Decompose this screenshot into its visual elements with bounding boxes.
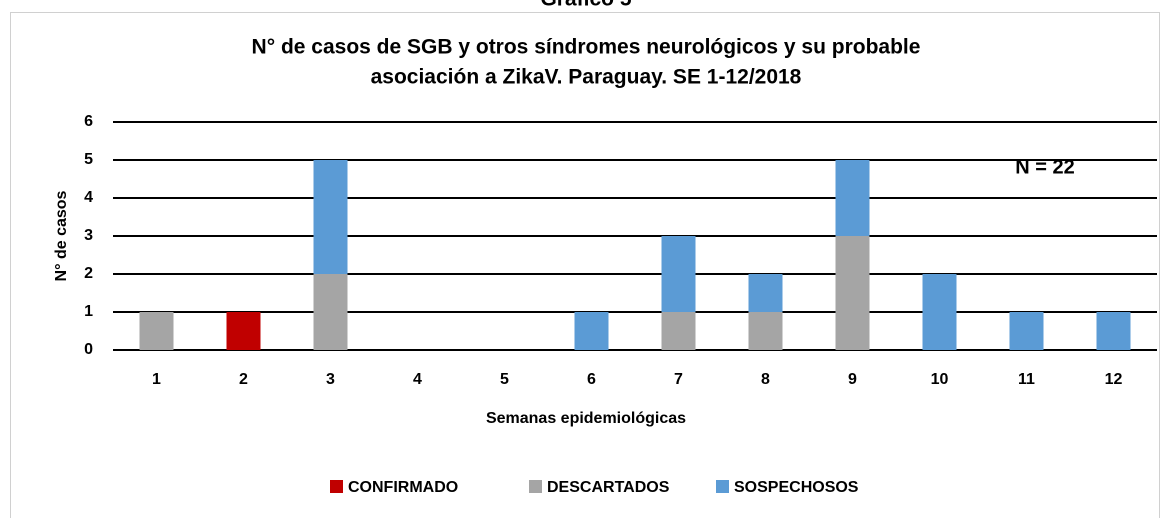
x-axis-label: Semanas epidemiológicas <box>486 410 686 427</box>
legend-label: SOSPECHOSOS <box>734 479 859 496</box>
x-tick-label: 3 <box>326 371 335 388</box>
y-tick-label: 1 <box>84 303 93 320</box>
chart-frame <box>10 12 1160 518</box>
x-tick-label: 7 <box>674 371 683 388</box>
x-tick-label: 8 <box>761 371 770 388</box>
legend-label: CONFIRMADO <box>348 479 458 496</box>
x-tick-label: 2 <box>239 371 248 388</box>
x-tick-label: 12 <box>1105 371 1123 388</box>
chart-title: asociación a ZikaV. Paraguay. SE 1-12/20… <box>371 66 802 89</box>
y-tick-label: 6 <box>84 113 93 130</box>
bar-segment <box>1009 312 1044 350</box>
x-tick-label: 5 <box>500 371 509 388</box>
legend-swatch <box>716 480 729 493</box>
bar-segment <box>748 274 783 312</box>
y-tick-label: 0 <box>84 341 93 358</box>
x-tick-label: 1 <box>152 371 161 388</box>
bar-segment <box>313 160 348 274</box>
x-tick-label: 4 <box>413 371 422 388</box>
bar-segment <box>139 312 174 350</box>
bar-segment <box>313 274 348 350</box>
x-tick-label: 9 <box>848 371 857 388</box>
bar-segment <box>574 312 609 350</box>
annotation: N = 22 <box>1015 156 1074 178</box>
y-tick-label: 2 <box>84 265 93 282</box>
legend-swatch <box>330 480 343 493</box>
x-tick-label: 6 <box>587 371 596 388</box>
x-tick-label: 11 <box>1018 371 1035 388</box>
bar-segment <box>835 160 870 236</box>
bar-segment <box>1096 312 1131 350</box>
bar-segment <box>661 236 696 312</box>
y-tick-label: 3 <box>84 227 93 244</box>
y-tick-label: 4 <box>84 189 93 206</box>
heading: Gráfico 5 <box>540 0 631 11</box>
y-axis-label: N° de casos <box>53 190 70 281</box>
legend-label: DESCARTADOS <box>547 479 670 496</box>
legend-swatch <box>529 480 542 493</box>
bar-segment <box>748 312 783 350</box>
x-tick-label: 10 <box>931 371 949 388</box>
bar-segment <box>226 312 261 350</box>
y-tick-label: 5 <box>84 151 93 168</box>
bar-segment <box>661 312 696 350</box>
bar-segment <box>922 274 957 350</box>
bar-segment <box>835 236 870 350</box>
chart-title: N° de casos de SGB y otros síndromes neu… <box>252 36 921 59</box>
